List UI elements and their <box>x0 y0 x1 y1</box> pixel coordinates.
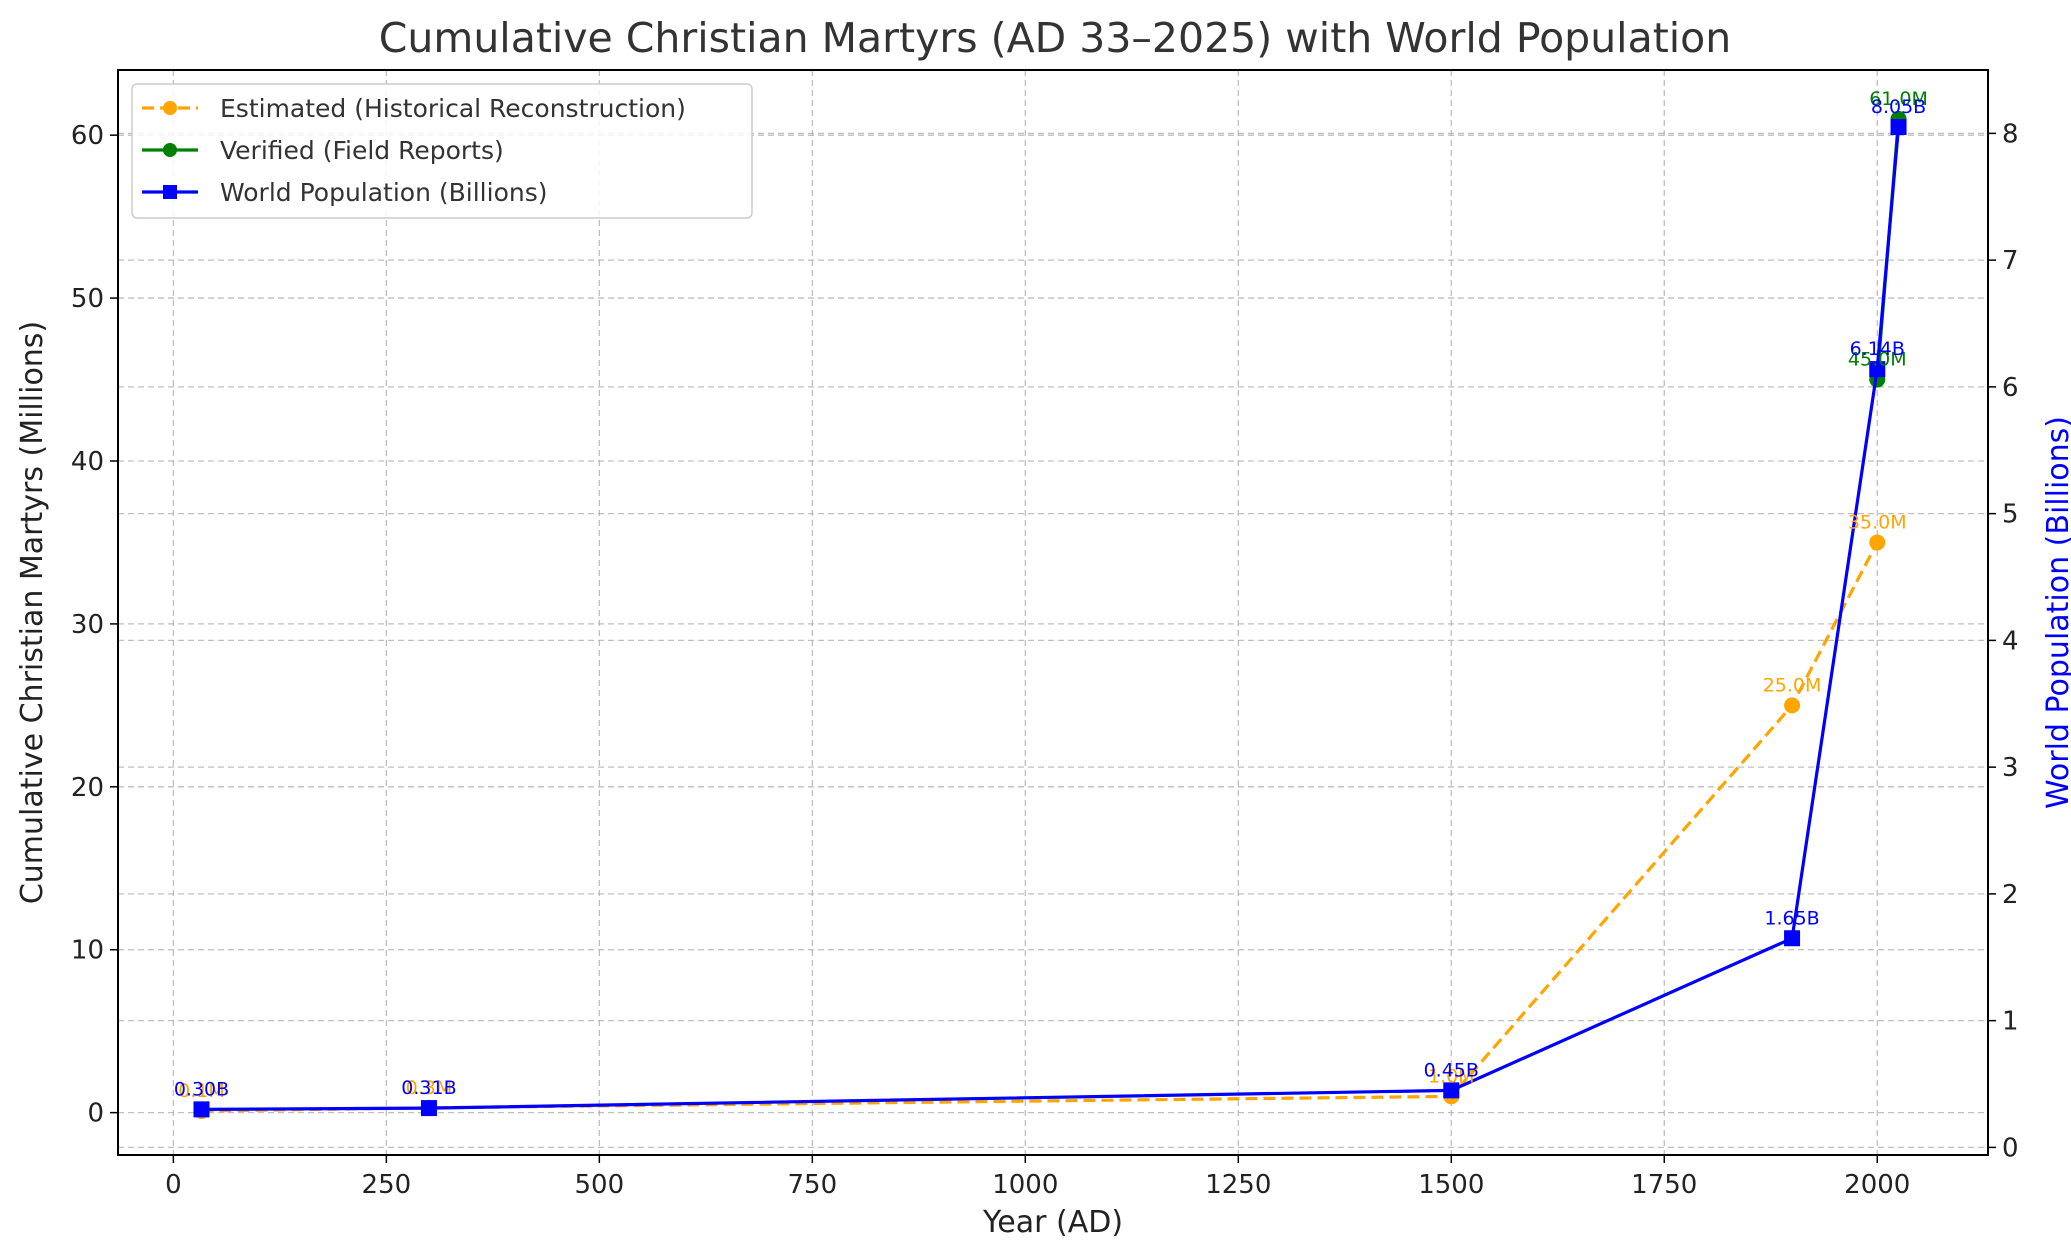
x-tick-label: 1750 <box>1631 1170 1697 1200</box>
y2-tick-label: 3 <box>2002 753 2019 783</box>
y-tick-label: 0 <box>87 1099 104 1129</box>
x-tick-label: 0 <box>165 1170 182 1200</box>
x-tick-label: 2000 <box>1844 1170 1910 1200</box>
data-labels: 0.1M 0.3M 1.0M 25.0M 35.0M 45.0M 61.0M 0.30B 0.3… <box>174 88 1928 1102</box>
x-tick-label: 250 <box>362 1170 412 1200</box>
y-tick-label: 50 <box>71 284 104 314</box>
y-axis-right: 0 1 2 3 4 5 6 7 8 <box>1988 119 2019 1163</box>
y2-tick-label: 7 <box>2002 246 2019 276</box>
legend-box <box>131 83 753 219</box>
series-marker-2 <box>1784 930 1801 947</box>
y2-tick-label: 2 <box>2002 880 2019 910</box>
data-label-1: 61.0M <box>1869 88 1928 110</box>
y-tick-label: 40 <box>71 447 104 477</box>
series-marker-0 <box>1784 697 1801 714</box>
data-label-2: 1.65B <box>1764 907 1819 929</box>
series-line-2 <box>201 126 1901 1111</box>
plot-area <box>117 69 1989 1156</box>
y2-tick-label: 4 <box>2002 626 2019 656</box>
series-marker-2 <box>1890 119 1907 136</box>
x-axis-title: Year (AD) <box>982 1205 1123 1240</box>
x-tick-label: 1500 <box>1418 1170 1484 1200</box>
legend-marker-1 <box>163 143 177 157</box>
x-tick-label: 500 <box>575 1170 625 1200</box>
data-label-0: 0.3M <box>406 1077 453 1099</box>
data-label-2: 6.14B <box>1850 338 1905 360</box>
y-tick-label: 20 <box>71 773 104 803</box>
series-marker-2 <box>1443 1082 1460 1099</box>
y2-tick-label: 5 <box>2002 500 2019 530</box>
y-axis-left: 0 10 20 30 40 50 60 <box>71 121 118 1129</box>
series-marker-2 <box>420 1100 437 1117</box>
y-tick-label: 60 <box>71 121 104 151</box>
data-label-2: 8.05B <box>1871 96 1926 118</box>
data-label-2: 0.45B <box>1424 1059 1479 1081</box>
legend: Estimated (Historical Reconstruction) Ver… <box>131 83 753 219</box>
grid <box>118 70 1988 1155</box>
x-tick-label: 750 <box>788 1170 838 1200</box>
y2-tick-label: 1 <box>2002 1007 2019 1037</box>
x-axis: 0 250 500 750 1000 1250 1500 1750 2000 <box>165 1155 1910 1200</box>
y2-tick-label: 8 <box>2002 119 2019 149</box>
data-label-0: 1.0M <box>1428 1065 1475 1087</box>
data-label-0: 0.1M <box>178 1080 225 1102</box>
y-tick-label: 30 <box>71 610 104 640</box>
y2-tick-label: 0 <box>2002 1133 2019 1163</box>
series <box>193 110 1907 1120</box>
x-tick-label: 1250 <box>1205 1170 1271 1200</box>
x-tick-label: 1000 <box>992 1170 1058 1200</box>
y2-tick-label: 6 <box>2002 373 2019 403</box>
series-marker-0 <box>1869 534 1886 551</box>
data-label-0: 25.0M <box>1763 674 1822 696</box>
chart-title: Cumulative Christian Martyrs (AD 33–2025… <box>379 14 1731 62</box>
y-tick-label: 10 <box>71 936 104 966</box>
legend-label-0: Estimated (Historical Reconstruction) <box>220 94 686 123</box>
series-marker-2 <box>1869 361 1886 378</box>
legend-label-1: Verified (Field Reports) <box>220 136 504 165</box>
data-label-2: 0.30B <box>174 1078 229 1100</box>
legend-marker-2 <box>163 185 177 199</box>
legend-label-2: World Population (Billions) <box>220 178 548 207</box>
data-label-0: 35.0M <box>1848 511 1907 533</box>
series-marker-2 <box>193 1101 210 1118</box>
data-label-1: 45.0M <box>1848 349 1907 371</box>
y-axis-right-title: World Population (Billions) <box>2041 416 2071 809</box>
data-label-2: 0.31B <box>401 1077 456 1099</box>
legend-marker-0 <box>163 101 177 115</box>
y-axis-left-title: Cumulative Christian Martyrs (Millions) <box>15 321 50 904</box>
